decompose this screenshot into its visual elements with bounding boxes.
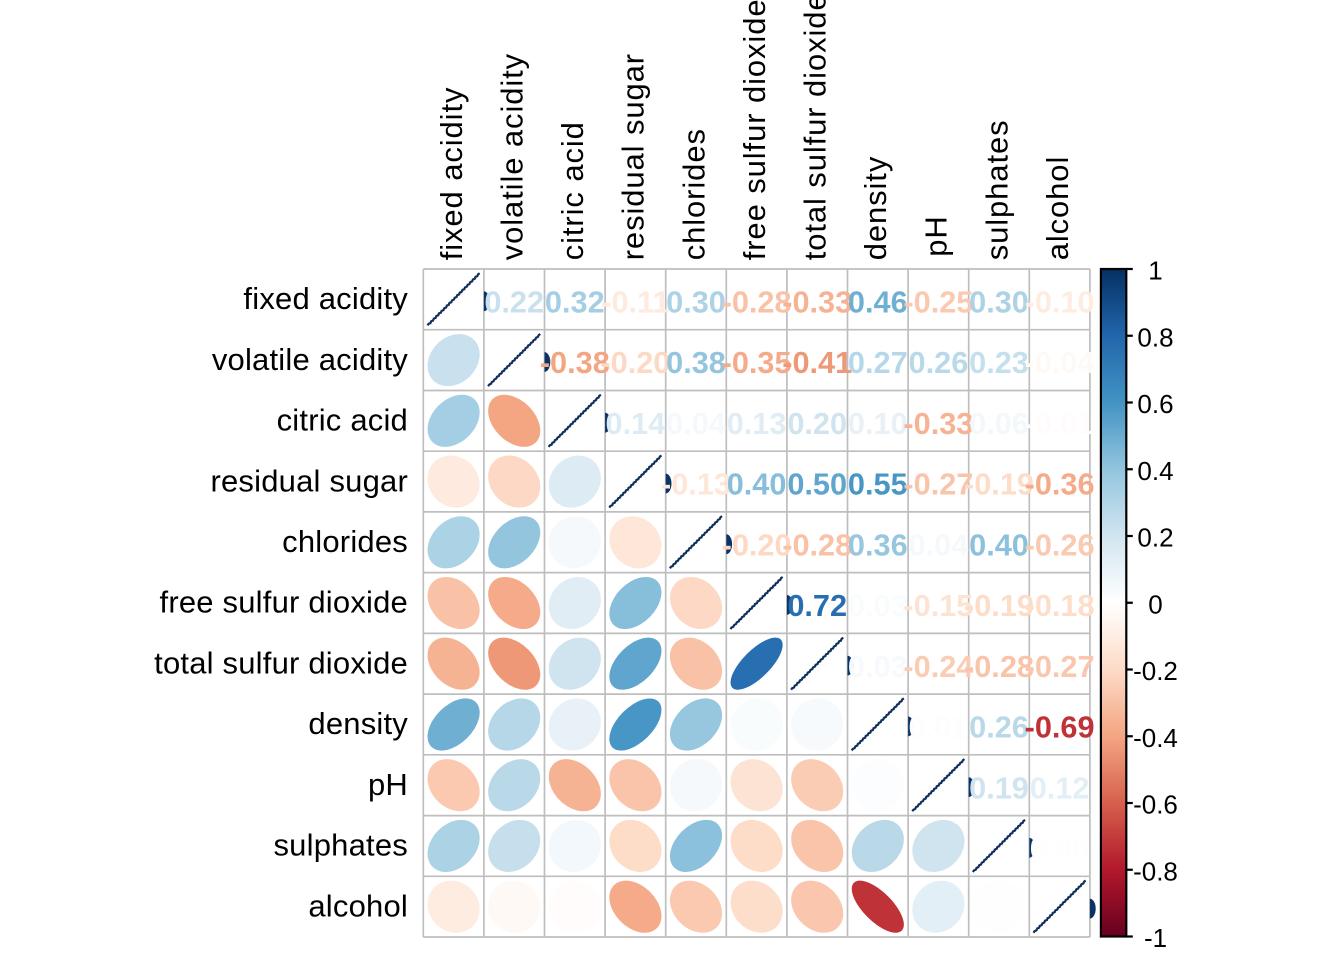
svg-text:citric acid: citric acid [555, 121, 590, 260]
svg-text:density: density [858, 156, 893, 261]
svg-text:volatile acidity: volatile acidity [495, 53, 530, 260]
svg-text:0.50: 0.50 [787, 467, 847, 502]
svg-text:0.01: 0.01 [909, 710, 969, 745]
svg-text:fixed acidity: fixed acidity [434, 87, 469, 261]
svg-text:pH: pH [919, 215, 954, 256]
svg-text:0.38: 0.38 [666, 345, 726, 380]
svg-text:chlorides: chlorides [676, 128, 711, 260]
svg-text:-0.27: -0.27 [1025, 649, 1095, 684]
svg-text:0.30: 0.30 [969, 285, 1029, 320]
svg-text:-0.11: -0.11 [601, 285, 669, 320]
svg-text:-0.36: -0.36 [1025, 467, 1095, 502]
svg-text:-0.4: -0.4 [1133, 723, 1178, 753]
svg-text:0.2: 0.2 [1137, 523, 1173, 553]
svg-text:0.26: 0.26 [969, 710, 1029, 745]
svg-text:-0.19: -0.19 [964, 588, 1034, 623]
svg-text:volatile acidity: volatile acidity [212, 342, 408, 377]
svg-text:sulphates: sulphates [273, 828, 408, 863]
svg-text:-0.10: -0.10 [1025, 285, 1095, 320]
svg-text:0.8: 0.8 [1137, 322, 1173, 352]
svg-text:0.72: 0.72 [787, 588, 847, 623]
svg-text:total sulfur dioxide: total sulfur dioxide [154, 645, 408, 680]
svg-text:total sulfur dioxide: total sulfur dioxide [798, 0, 833, 260]
svg-text:0.40: 0.40 [727, 467, 787, 502]
svg-text:0.12: 0.12 [1030, 770, 1090, 805]
svg-text:0.46: 0.46 [848, 285, 908, 320]
svg-text:-0.04: -0.04 [1025, 345, 1095, 380]
svg-text:-0.69: -0.69 [1025, 710, 1095, 745]
svg-text:-0.25: -0.25 [903, 285, 973, 320]
svg-text:-0.6: -0.6 [1133, 790, 1178, 820]
svg-text:0.03: 0.03 [848, 588, 908, 623]
svg-text:0.26: 0.26 [909, 345, 969, 380]
svg-text:1: 1 [1148, 256, 1162, 286]
svg-text:0.19: 0.19 [969, 770, 1029, 805]
svg-text:0.6: 0.6 [1137, 389, 1173, 419]
svg-text:-0.15: -0.15 [903, 588, 973, 623]
svg-text:-0.28: -0.28 [722, 285, 792, 320]
svg-text:-0.01: -0.01 [1025, 406, 1095, 441]
svg-text:0.04: 0.04 [909, 527, 969, 562]
svg-text:free sulfur dioxide: free sulfur dioxide [737, 0, 772, 260]
svg-text:-1: -1 [1144, 923, 1167, 953]
svg-text:free sulfur dioxide: free sulfur dioxide [160, 585, 409, 620]
svg-text:0.03: 0.03 [848, 649, 908, 684]
svg-text:fixed acidity: fixed acidity [243, 281, 408, 316]
svg-text:0.27: 0.27 [848, 345, 908, 380]
svg-text:-0.33: -0.33 [903, 406, 973, 441]
svg-text:-0.8: -0.8 [1133, 856, 1178, 886]
svg-text:chlorides: chlorides [282, 524, 408, 559]
svg-text:density: density [308, 706, 408, 741]
svg-text:-0.26: -0.26 [1025, 527, 1095, 562]
svg-text:residual sugar: residual sugar [210, 463, 408, 498]
svg-text:-0.28: -0.28 [782, 527, 852, 562]
svg-text:0.00: 0.00 [1030, 831, 1090, 866]
svg-text:0.10: 0.10 [848, 406, 908, 441]
svg-text:0.40: 0.40 [969, 527, 1029, 562]
svg-text:alcohol: alcohol [1040, 156, 1075, 261]
svg-text:0.4: 0.4 [1137, 456, 1173, 486]
svg-text:alcohol: alcohol [308, 888, 408, 923]
svg-text:0.13: 0.13 [727, 406, 787, 441]
svg-text:0.30: 0.30 [666, 285, 726, 320]
svg-text:0.14: 0.14 [606, 406, 666, 441]
svg-text:-0.28: -0.28 [964, 649, 1034, 684]
svg-text:sulphates: sulphates [979, 119, 1014, 260]
svg-text:0.55: 0.55 [848, 467, 908, 502]
svg-text:-0.38: -0.38 [540, 345, 610, 380]
svg-text:0.04: 0.04 [666, 406, 726, 441]
svg-text:-0.18: -0.18 [1025, 588, 1095, 623]
svg-text:-0.24: -0.24 [903, 649, 973, 684]
svg-text:-0.35: -0.35 [722, 345, 792, 380]
svg-text:pH: pH [368, 767, 408, 802]
svg-text:-0.41: -0.41 [782, 345, 852, 380]
svg-text:residual sugar: residual sugar [616, 53, 651, 260]
svg-text:0.20: 0.20 [787, 406, 847, 441]
svg-text:-0.2: -0.2 [1133, 656, 1178, 686]
svg-text:-0.20: -0.20 [600, 345, 670, 380]
svg-text:-0.27: -0.27 [903, 467, 973, 502]
svg-text:0.36: 0.36 [848, 527, 908, 562]
svg-text:0: 0 [1148, 589, 1162, 619]
svg-text:0.32: 0.32 [545, 285, 605, 320]
svg-text:0.06: 0.06 [969, 406, 1029, 441]
svg-text:-0.33: -0.33 [782, 285, 852, 320]
svg-text:-0.13: -0.13 [661, 467, 731, 502]
svg-text:0.22: 0.22 [484, 285, 544, 320]
svg-text:citric acid: citric acid [277, 403, 408, 438]
svg-text:-0.19: -0.19 [964, 467, 1034, 502]
svg-text:0.23: 0.23 [969, 345, 1029, 380]
svg-text:-0.20: -0.20 [722, 527, 792, 562]
